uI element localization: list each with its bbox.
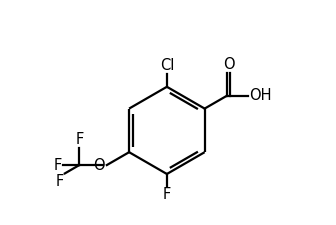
Text: O: O [93,158,105,173]
Text: F: F [55,174,64,189]
Text: Cl: Cl [160,58,174,73]
Text: O: O [223,57,234,72]
Text: F: F [53,158,62,173]
Text: OH: OH [249,88,271,103]
Text: F: F [75,132,83,147]
Text: F: F [163,187,171,202]
